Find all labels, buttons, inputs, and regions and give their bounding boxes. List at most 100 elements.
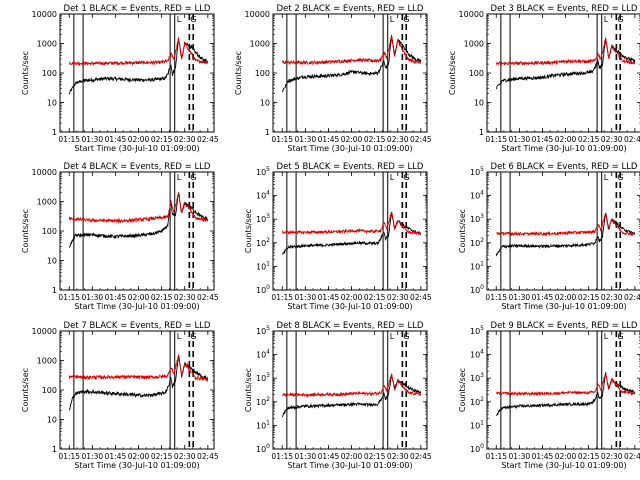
x-tick-label: 01:30 (82, 452, 104, 461)
x-tick-label: 01:30 (295, 452, 317, 461)
y-tick-label: 100 (470, 443, 484, 454)
series-line-lld (68, 37, 209, 67)
y-tick-label: 105 (470, 166, 484, 177)
y-tick-label: 10 (260, 99, 270, 108)
x-tick-label: 01:30 (295, 135, 317, 144)
y-tick-label: 101 (256, 419, 270, 430)
x-tick-label: 02:15 (151, 293, 173, 302)
x-tick-label: 02:45 (197, 135, 219, 144)
y-tick-label: 1000 (250, 40, 270, 49)
y-tick-label: 1000 (37, 198, 57, 207)
x-axis-label: Start Time (30-Jul-10 01:09:00) (74, 302, 199, 311)
y-axis-label: Counts/sec (234, 51, 243, 95)
x-tick-label: 01:30 (82, 135, 104, 144)
marker-label-g: G (617, 173, 623, 182)
series-line-events (68, 192, 209, 248)
y-tick-label: 100 (42, 227, 57, 236)
y-tick-label: 101 (256, 260, 270, 271)
x-tick-label: 01:45 (318, 135, 340, 144)
panel-title: Det 8 BLACK = Events, RED = LLD (277, 321, 424, 331)
x-tick-label: 02:15 (578, 135, 600, 144)
x-tick-label: 01:45 (105, 135, 127, 144)
y-axis-label: Counts/sec (458, 368, 467, 412)
marker-label-l: L (177, 173, 182, 182)
x-tick-label: 02:30 (601, 293, 623, 302)
y-tick-label: 100 (42, 386, 57, 395)
y-tick-label: 10 (47, 257, 57, 266)
x-tick-label: 02:15 (151, 135, 173, 144)
y-tick-label: 10000 (32, 327, 57, 336)
series-line-lld (495, 212, 636, 237)
y-tick-label: 104 (256, 190, 270, 201)
plot-frame (486, 330, 640, 450)
x-tick-label: 02:15 (578, 293, 600, 302)
marker-label-g: G (617, 332, 623, 341)
series-line-events (68, 354, 208, 411)
y-tick-label: 103 (256, 213, 270, 224)
x-axis-label: Start Time (30-Jul-10 01:09:00) (287, 302, 412, 311)
x-axis-label: Start Time (30-Jul-10 01:09:00) (287, 144, 412, 153)
x-tick-label: 01:15 (271, 452, 293, 461)
x-axis-label: Start Time (30-Jul-10 01:09:00) (501, 461, 626, 470)
panel-det-3: Det 3 BLACK = Events, RED = LLD 1 10 100 100… (448, 4, 640, 153)
panel-det-9: Det 9 BLACK = Events, RED = LLD 100 101 102… (458, 321, 640, 470)
x-axis-label: Start Time (30-Jul-10 01:09:00) (501, 302, 626, 311)
y-tick-label: 100 (469, 69, 484, 78)
marker-label-l: L (604, 173, 609, 182)
plot-frame (486, 171, 640, 291)
panel-det-6: Det 6 BLACK = Events, RED = LLD 100 101 102… (458, 162, 640, 311)
marker-label-g: G (617, 15, 623, 24)
x-tick-label: 02:30 (174, 293, 196, 302)
x-tick-label: 02:00 (341, 452, 363, 461)
panel-title: Det 2 BLACK = Events, RED = LLD (277, 4, 424, 14)
x-tick-label: 02:30 (174, 452, 196, 461)
x-tick-label: 02:30 (601, 135, 623, 144)
series-line-lld (281, 373, 422, 398)
y-tick-label: 101 (470, 419, 484, 430)
y-tick-label: 10000 (32, 10, 57, 19)
x-tick-label: 01:45 (532, 452, 554, 461)
y-tick-label: 10 (47, 416, 57, 425)
x-tick-label: 01:15 (58, 452, 80, 461)
marker-label-l: L (390, 15, 395, 24)
x-tick-label: 01:45 (532, 293, 554, 302)
x-tick-label: 01:45 (318, 293, 340, 302)
y-axis-label: Counts/sec (448, 51, 457, 95)
x-tick-label: 02:00 (128, 293, 150, 302)
x-tick-label: 01:15 (271, 293, 293, 302)
x-tick-label: 01:30 (82, 293, 104, 302)
panel-det-7: Det 7 BLACK = Events, RED = LLD 1 10 100 100… (21, 321, 219, 470)
marker-label-g: G (190, 15, 196, 24)
x-tick-label: 02:45 (410, 293, 432, 302)
plot-frame (272, 330, 428, 450)
x-tick-label: 02:30 (387, 135, 409, 144)
series-line-lld (68, 354, 209, 383)
x-tick-label: 02:45 (410, 135, 432, 144)
x-tick-label: 01:15 (485, 452, 507, 461)
y-tick-label: 100 (256, 443, 270, 454)
x-axis-label: Start Time (30-Jul-10 01:09:00) (501, 144, 626, 153)
y-tick-label: 102 (256, 237, 270, 248)
y-tick-label: 10000 (32, 168, 57, 177)
panel-title: Det 9 BLACK = Events, RED = LLD (491, 321, 638, 331)
x-tick-label: 02:30 (601, 452, 623, 461)
marker-label-g: G (403, 332, 409, 341)
panel-title: Det 6 BLACK = Events, RED = LLD (491, 162, 638, 172)
marker-label-g: G (403, 173, 409, 182)
y-tick-label: 10000 (245, 10, 270, 19)
x-tick-label: 02:00 (555, 135, 577, 144)
marker-label-l: L (604, 332, 609, 341)
x-tick-label: 02:45 (624, 452, 640, 461)
x-tick-label: 02:45 (197, 452, 219, 461)
panel-title: Det 4 BLACK = Events, RED = LLD (64, 162, 211, 172)
x-tick-label: 01:15 (271, 135, 293, 144)
x-axis-label: Start Time (30-Jul-10 01:09:00) (74, 144, 199, 153)
marker-label-l: L (177, 15, 182, 24)
panel-title: Det 7 BLACK = Events, RED = LLD (64, 321, 211, 331)
x-tick-label: 01:30 (295, 293, 317, 302)
x-tick-label: 02:45 (624, 293, 640, 302)
y-tick-label: 100 (256, 284, 270, 295)
y-tick-label: 103 (470, 372, 484, 383)
y-tick-label: 100 (42, 69, 57, 78)
